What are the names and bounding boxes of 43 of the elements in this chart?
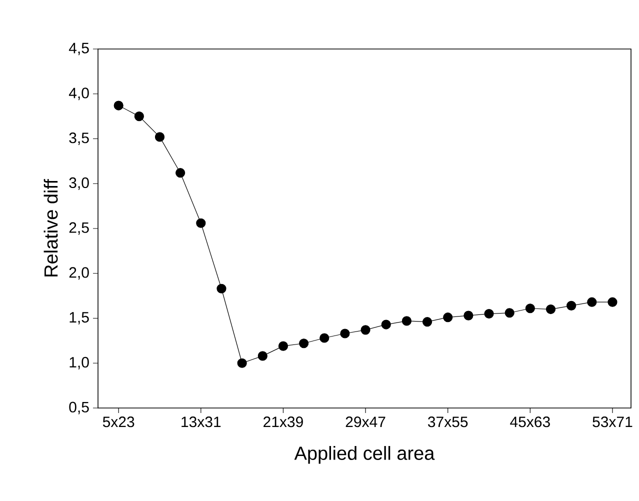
point: [525, 304, 535, 314]
y-tick-label: 2,5: [69, 222, 89, 235]
y-tick-label: 3,0: [69, 177, 89, 190]
point: [340, 328, 350, 338]
point: [546, 304, 556, 314]
x-tick-label: 5x23: [102, 416, 134, 428]
point: [566, 300, 576, 310]
x-tick-label: 53x71: [592, 416, 632, 428]
y-tick-label: 2,0: [69, 267, 89, 280]
y-axis-title: Relative diff: [44, 179, 58, 276]
x-tick-label: 45x63: [510, 416, 550, 428]
point: [464, 310, 474, 320]
point: [422, 317, 432, 327]
y-tick-label: 4,5: [68, 42, 89, 56]
x-tick-label: 13x31: [182, 416, 221, 428]
point: [278, 341, 288, 351]
point: [134, 112, 144, 122]
x-tick-label: 21x39: [264, 416, 303, 428]
x-axis-title: Applied cell area: [294, 446, 435, 464]
point: [443, 312, 453, 322]
point: [402, 316, 412, 326]
point: [154, 132, 165, 142]
x-tick-label: 37x55: [428, 416, 468, 428]
point: [196, 218, 206, 228]
point: [216, 284, 226, 294]
point: [258, 351, 268, 361]
point: [298, 338, 309, 348]
point: [360, 325, 370, 335]
point: [114, 100, 124, 110]
y-tick-label: 1,5: [70, 312, 89, 324]
point: [608, 297, 618, 307]
y-tick-label: 3,5: [69, 132, 89, 145]
point: [176, 168, 186, 178]
point: [484, 308, 494, 319]
point: [237, 358, 247, 368]
y-tick-label: 4,0: [68, 88, 89, 100]
point: [320, 333, 330, 343]
y-tick-label: 0,5: [69, 402, 89, 414]
point: [504, 308, 514, 318]
point: [587, 297, 597, 307]
y-tick-label: 1,0: [70, 356, 89, 370]
point: [381, 320, 391, 330]
x-tick-label: 29x47: [346, 416, 386, 428]
